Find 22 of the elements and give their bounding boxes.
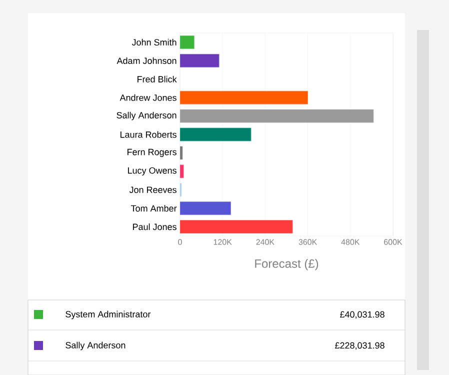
y-tick-label: Laura Roberts xyxy=(120,131,176,138)
y-tick-label: Sally Anderson xyxy=(116,112,176,120)
x-tick-label: 120K xyxy=(214,239,232,245)
y-tick-label: John Smith xyxy=(132,38,176,46)
y-tick-label: Fern Rogers xyxy=(128,148,176,157)
y-tick-label: Tom Amber xyxy=(131,204,177,212)
x-tick-label: 480K xyxy=(341,239,360,245)
x-tick-label: 600K xyxy=(384,239,402,245)
x-tick-label: 240K xyxy=(256,239,274,245)
y-tick-label: Lucy Owens xyxy=(128,167,176,176)
text: £228,031.98 xyxy=(335,342,384,350)
x-axis-title: Forecast (£) xyxy=(255,258,318,270)
x-tick-label: 360K xyxy=(298,239,318,245)
text: System Administrator xyxy=(66,310,151,320)
y-tick-label: Fred Blick xyxy=(138,76,177,82)
y-tick-label: Andrew Jones xyxy=(120,94,176,101)
y-tick-label: Jon Reeves xyxy=(129,186,176,193)
text: £40,031.98 xyxy=(340,311,384,319)
y-tick-label: Adam Johnson xyxy=(116,57,176,64)
y-tick-label: Paul Jones xyxy=(133,223,176,230)
x-tick-label: 0 xyxy=(178,239,182,245)
text: Sally Anderson xyxy=(66,342,126,350)
